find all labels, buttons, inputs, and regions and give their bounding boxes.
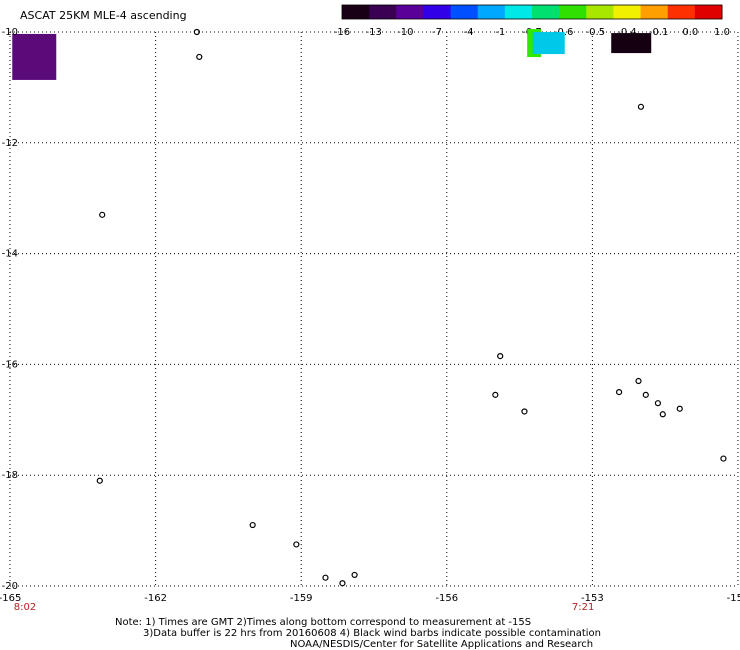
colorbar-swatch [342, 5, 370, 19]
x-tick-label: -165 [0, 593, 21, 604]
colorbar-swatch [532, 5, 560, 19]
island-outline [351, 571, 358, 579]
note-line-3: NOAA/NESDIS/Center for Satellite Applica… [290, 639, 593, 650]
y-tick-label: -16 [2, 359, 18, 370]
x-tick-label: -159 [290, 593, 313, 604]
colorbar-swatch [559, 5, 587, 19]
island-outline [322, 574, 329, 581]
island-outline [196, 53, 203, 61]
axis-tick-labels: -10 -12 -14 -16 -18 -20-165 -162 -159 -156 -153 -1… [0, 27, 740, 604]
y-tick-label: -20 [2, 581, 18, 592]
x-tick-label: -162 [144, 593, 167, 604]
colorbar-swatch [667, 5, 696, 19]
wind-data-patch [12, 33, 57, 80]
island-outline [521, 408, 528, 415]
island-outline [497, 352, 504, 360]
island-outline [293, 541, 300, 548]
island-outline [615, 389, 623, 396]
colorbar-swatch [586, 5, 614, 19]
colorbar-swatch [477, 5, 506, 19]
y-tick-label: -14 [2, 249, 18, 260]
island-outline [99, 211, 106, 218]
island-outline [659, 411, 666, 418]
colorbar-swatch [450, 5, 479, 19]
island-outline [720, 455, 727, 462]
island-outline [492, 391, 499, 398]
chart-title: ASCAT 25KM MLE-4 ascending [20, 9, 187, 22]
x-tick-label: -156 [435, 593, 458, 604]
island-outline [676, 405, 683, 412]
time-label: 8:02 [14, 602, 36, 613]
island-outline [96, 477, 103, 484]
colorbar-swatch [504, 5, 533, 19]
wind-data-patches [12, 29, 652, 80]
colorbar [341, 4, 723, 20]
colorbar-label: -10 [397, 27, 413, 38]
island-outline [642, 391, 649, 398]
island-outline [193, 28, 200, 36]
wind-data-patch [611, 33, 652, 54]
colorbar-label: -1 [495, 27, 505, 38]
grid-lines [9, 31, 739, 587]
note-line-2: 3)Data buffer is 22 hrs from 20160608 4)… [143, 628, 601, 639]
colorbar-swatch [640, 5, 669, 19]
colorbar-label: -0.5 [586, 27, 606, 38]
colorbar-label: -13 [365, 27, 381, 38]
colorbar-label: -4 [464, 27, 474, 38]
colorbar-swatch [369, 5, 397, 19]
note-line-1: Note: 1) Times are GMT 2)Times along bot… [115, 617, 531, 628]
island-outline [635, 377, 642, 385]
y-tick-label: -12 [2, 138, 18, 149]
colorbar-swatch [396, 5, 424, 19]
colorbar-frame [341, 4, 723, 20]
colorbar-swatch [613, 5, 642, 19]
colorbar-swatch [423, 5, 452, 19]
island-outline [339, 580, 346, 587]
time-label: 7:21 [572, 602, 594, 613]
island-outlines [96, 28, 727, 587]
wind-data-patch [532, 32, 565, 55]
y-tick-label: -18 [2, 470, 18, 481]
colorbar-swatch [694, 5, 723, 19]
time-labels: 8:02 7:21 [14, 602, 595, 613]
colorbar-label: -7 [432, 27, 442, 38]
x-tick-label: -153 [581, 593, 604, 604]
island-outline [249, 521, 256, 529]
island-outline [654, 400, 662, 407]
y-tick-label: -10 [2, 27, 18, 38]
x-tick-label: -150 [727, 593, 740, 604]
island-outline [637, 103, 645, 110]
